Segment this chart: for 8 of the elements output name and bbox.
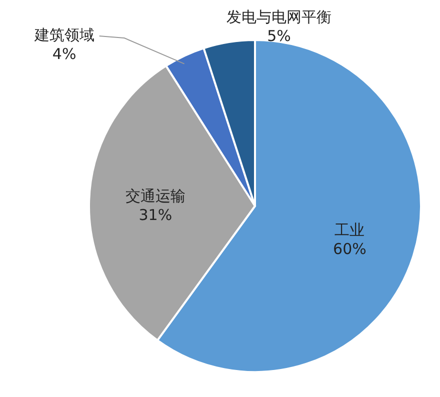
slice-label: 建筑领域 — [33, 26, 94, 44]
slice-label: 发电与电网平衡 — [226, 8, 332, 26]
slice-label: 工业 — [334, 220, 365, 239]
data-label: 31% — [138, 206, 172, 224]
data-label: 5% — [267, 27, 291, 45]
data-label: 4% — [52, 45, 76, 63]
slice-label: 交通运输 — [125, 186, 186, 205]
data-label: 60% — [333, 240, 366, 258]
